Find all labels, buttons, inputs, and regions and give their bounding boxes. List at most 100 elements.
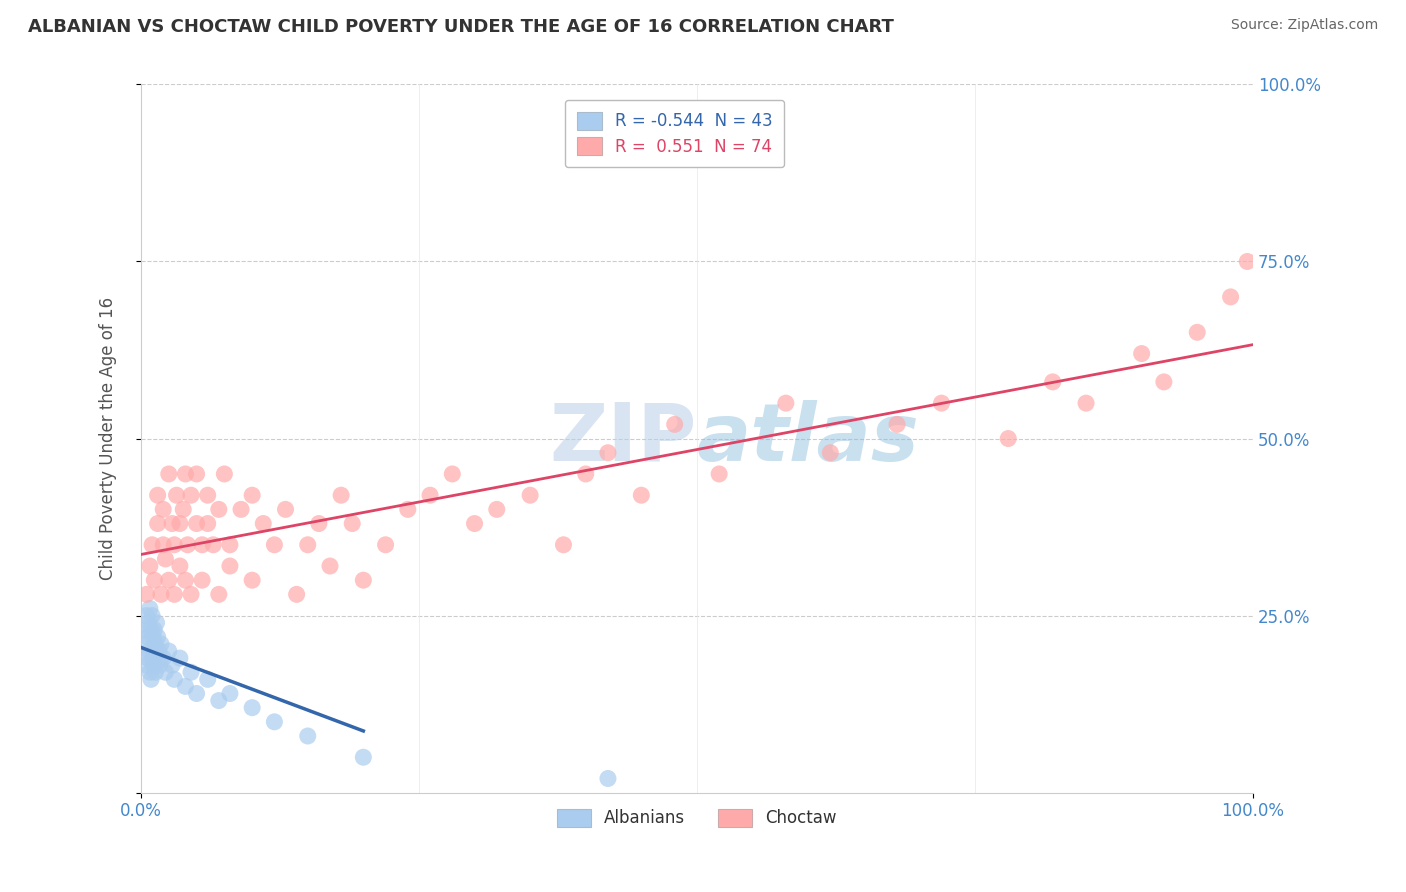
Point — [214, 467, 236, 481]
Point — [485, 502, 508, 516]
Point — [166, 488, 188, 502]
Point — [172, 502, 194, 516]
Point — [157, 467, 180, 481]
Point — [274, 502, 297, 516]
Point — [139, 601, 162, 615]
Point — [160, 516, 183, 531]
Point — [148, 644, 170, 658]
Point — [219, 559, 242, 574]
Point — [186, 467, 208, 481]
Point — [146, 516, 169, 531]
Point — [155, 665, 177, 680]
Point — [180, 665, 202, 680]
Point — [135, 587, 157, 601]
Point — [464, 516, 486, 531]
Point — [136, 651, 159, 665]
Point — [157, 644, 180, 658]
Point — [240, 700, 263, 714]
Text: atlas: atlas — [697, 400, 920, 477]
Point — [240, 488, 263, 502]
Point — [143, 573, 166, 587]
Point — [240, 573, 263, 587]
Point — [134, 623, 156, 637]
Point — [141, 538, 163, 552]
Text: Source: ZipAtlas.com: Source: ZipAtlas.com — [1230, 18, 1378, 32]
Point — [145, 637, 167, 651]
Point — [229, 502, 252, 516]
Point — [163, 538, 186, 552]
Point — [145, 615, 167, 630]
Point — [141, 608, 163, 623]
Point — [519, 488, 541, 502]
Point — [145, 651, 167, 665]
Point — [186, 686, 208, 700]
Point — [997, 432, 1019, 446]
Point — [169, 516, 191, 531]
Point — [820, 446, 842, 460]
Point — [186, 516, 208, 531]
Point — [575, 467, 598, 481]
Point — [138, 644, 160, 658]
Point — [174, 467, 197, 481]
Point — [152, 651, 174, 665]
Point — [141, 651, 163, 665]
Point — [308, 516, 330, 531]
Point — [330, 488, 353, 502]
Point — [163, 673, 186, 687]
Point — [157, 573, 180, 587]
Point — [152, 538, 174, 552]
Point — [142, 658, 165, 673]
Point — [1130, 346, 1153, 360]
Point — [145, 665, 167, 680]
Point — [630, 488, 652, 502]
Point — [396, 502, 419, 516]
Point — [208, 587, 231, 601]
Point — [285, 587, 308, 601]
Point — [252, 516, 274, 531]
Point — [191, 573, 214, 587]
Point — [219, 686, 242, 700]
Point — [1153, 375, 1175, 389]
Point — [219, 538, 242, 552]
Point — [886, 417, 908, 432]
Point — [596, 772, 619, 786]
Point — [174, 680, 197, 694]
Point — [202, 538, 225, 552]
Text: ALBANIAN VS CHOCTAW CHILD POVERTY UNDER THE AGE OF 16 CORRELATION CHART: ALBANIAN VS CHOCTAW CHILD POVERTY UNDER … — [28, 18, 894, 36]
Point — [169, 559, 191, 574]
Point — [263, 714, 285, 729]
Point — [136, 630, 159, 644]
Point — [149, 587, 172, 601]
Point — [664, 417, 686, 432]
Point — [135, 658, 157, 673]
Point — [138, 615, 160, 630]
Point — [1042, 375, 1064, 389]
Point — [263, 538, 285, 552]
Point — [1187, 326, 1209, 340]
Point — [160, 658, 183, 673]
Point — [352, 750, 374, 764]
Point — [149, 658, 172, 673]
Text: ZIP: ZIP — [550, 400, 697, 477]
Point — [707, 467, 730, 481]
Point — [419, 488, 441, 502]
Point — [553, 538, 575, 552]
Point — [342, 516, 364, 531]
Point — [191, 538, 214, 552]
Point — [155, 552, 177, 566]
Point — [176, 538, 198, 552]
Point — [139, 559, 162, 574]
Point — [197, 516, 219, 531]
Point — [352, 573, 374, 587]
Point — [775, 396, 797, 410]
Point — [208, 693, 231, 707]
Point — [1219, 290, 1241, 304]
Point — [139, 673, 162, 687]
Point — [197, 673, 219, 687]
Legend: Albanians, Choctaw: Albanians, Choctaw — [551, 802, 844, 834]
Point — [149, 637, 172, 651]
Point — [319, 559, 342, 574]
Point — [180, 488, 202, 502]
Point — [169, 651, 191, 665]
Point — [297, 538, 319, 552]
